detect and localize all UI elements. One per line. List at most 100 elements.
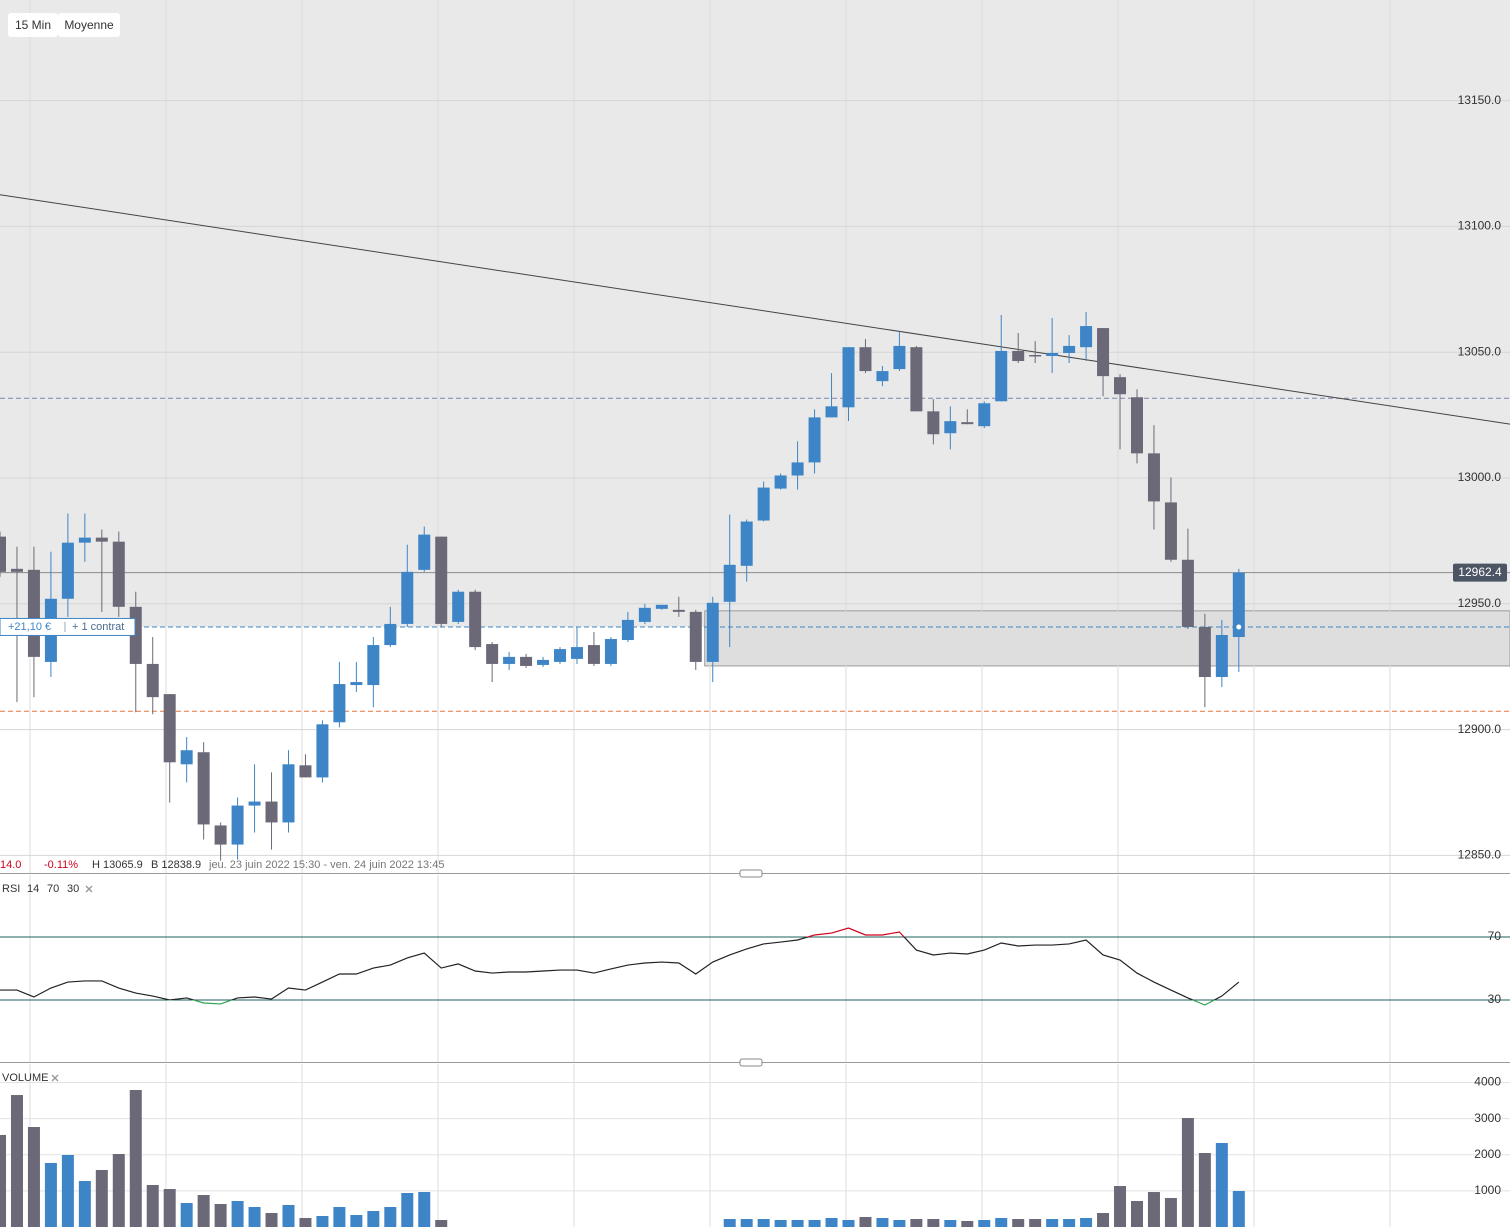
candle-body [1029,354,1042,357]
candle-body [0,536,6,572]
trendline [0,194,1510,425]
timeframe-button[interactable] [8,13,58,37]
volume-bar [944,1219,957,1227]
candle-body [299,765,312,778]
volume-bar [1181,1118,1194,1227]
volume-bar [265,1213,278,1227]
timeframe-label[interactable]: 15 Min [15,18,51,32]
y-tick-label: 13000.0 [1458,470,1502,484]
close-icon[interactable] [51,1074,59,1082]
candle-body [1080,326,1093,348]
candle-body [621,619,634,641]
y-tick-label: 4000 [1474,1075,1501,1089]
candle-body [893,345,906,370]
rsi-param: 30 [67,883,79,895]
candle-body [503,656,516,664]
volume-bar [197,1195,210,1227]
rsi-param: 14 [27,883,39,895]
position-tag-box [0,617,136,636]
rsi-oversold [167,999,1216,1006]
indicator-button[interactable] [58,13,120,37]
volume-bar [418,1192,431,1227]
candle-body [587,645,600,664]
indicator-label[interactable]: Moyenne [64,18,114,32]
candle-body [1232,572,1245,638]
candle-body [876,371,889,382]
candle-body [452,591,465,622]
volume-bar [27,1127,40,1227]
y-tick-label: 1000 [1474,1183,1501,1197]
candle-body [655,604,668,609]
candle-body [978,403,991,427]
volume-bar [163,1189,176,1227]
volume-bar [1147,1192,1160,1227]
price-tag: 12962.4 [1458,565,1502,579]
volume-bar [435,1219,448,1227]
y-tick-label: 3000 [1474,1111,1501,1125]
volume-bar [859,1216,872,1227]
volume-bar [214,1204,227,1227]
candle-body [1012,350,1025,362]
volume-bar [978,1219,991,1227]
date-range: jeu. 23 juin 2022 15:30 - ven. 24 juin 2… [208,859,444,871]
candle-body [1215,635,1228,678]
candle-body [520,656,533,666]
y-tick-label: 13100.0 [1458,219,1502,233]
close-icon[interactable] [85,885,93,893]
volume-bar [723,1219,736,1227]
position-shading [0,0,1510,627]
volume-bar [10,1095,23,1227]
candle-body [808,417,821,463]
candle-body [350,682,363,686]
volume-bar [961,1221,974,1227]
volume-bar [95,1170,108,1227]
candle-body [1097,328,1110,377]
volume-bar [112,1154,125,1227]
candle-body [316,724,329,778]
volume-bar [927,1219,940,1227]
volume-bar [384,1207,397,1227]
volume-bar [1080,1218,1093,1227]
volume-bar [316,1216,329,1227]
volume-bar [129,1090,142,1227]
volume-bar [995,1218,1008,1227]
candle-body [231,805,244,845]
volume-bar [876,1218,889,1227]
candle-body [944,421,957,434]
volume-bar [774,1219,787,1227]
candle-body [1147,453,1160,502]
candle-body [180,750,193,765]
position-size: + 1 contrat [72,621,124,633]
change: 14.0 [0,859,21,871]
candle-body [570,647,583,659]
candle-body [333,684,346,723]
candle-body [282,764,295,823]
candle-body [1114,377,1127,395]
candle-body [248,801,261,806]
candle-body [401,571,414,624]
position-marker [1235,623,1243,631]
change-pct: -0.11% [44,859,78,871]
candle-body [723,564,736,602]
candle-body [418,534,431,570]
candle-body [1198,626,1211,678]
resize-handle[interactable] [739,1058,763,1067]
volume-bar [1130,1201,1143,1227]
candle-body [689,611,702,662]
volume-bar [44,1163,57,1227]
candle-body [78,537,91,543]
y-tick-label: 12850.0 [1458,848,1502,862]
candle-body [384,623,397,646]
resize-handle[interactable] [739,869,763,878]
volume-bar [231,1201,244,1227]
candle-body [825,406,838,418]
volume-bar [842,1219,855,1227]
volume-bar [791,1219,804,1227]
y-tick-label: 70 [1488,929,1502,943]
y-tick-label: 2000 [1474,1147,1501,1161]
volume-bar [1232,1191,1245,1227]
candle-body [842,347,855,408]
candle-body [1046,352,1059,356]
volume-bar [1114,1186,1127,1227]
volume-bar [282,1204,295,1227]
